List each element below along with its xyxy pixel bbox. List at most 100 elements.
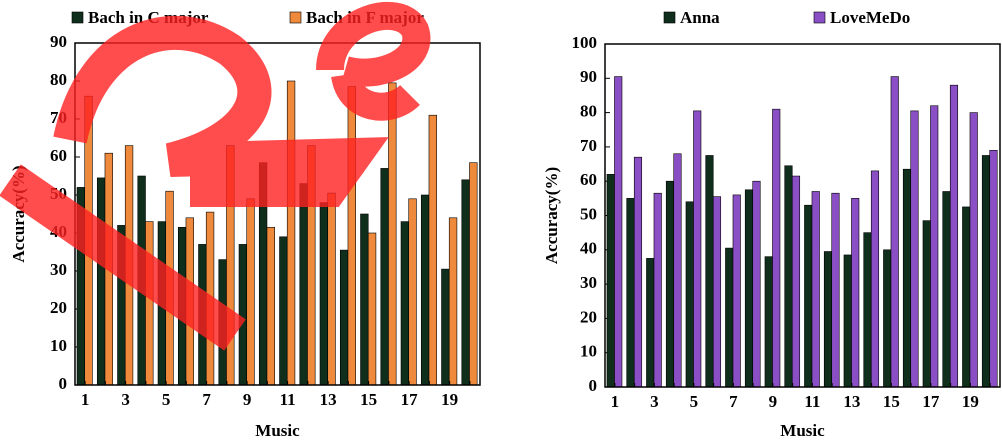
bar bbox=[812, 191, 820, 387]
chart: 0102030405060708090135791113151719MusicA… bbox=[0, 0, 1002, 442]
bar bbox=[178, 227, 186, 385]
bar bbox=[105, 153, 113, 385]
x-tick-label: 9 bbox=[769, 392, 778, 411]
bar bbox=[674, 154, 682, 387]
x-tick-label: 11 bbox=[280, 390, 296, 409]
y-tick-label: 80 bbox=[580, 102, 597, 121]
bar bbox=[239, 244, 247, 385]
bar bbox=[844, 255, 852, 387]
x-tick-label: 17 bbox=[922, 392, 940, 411]
x-tick-label: 1 bbox=[81, 390, 90, 409]
y-tick-label: 20 bbox=[50, 298, 67, 317]
bar bbox=[753, 181, 761, 387]
y-tick-label: 30 bbox=[50, 260, 67, 279]
x-tick-label: 19 bbox=[441, 390, 458, 409]
bar bbox=[186, 218, 194, 385]
x-axis-label: Music bbox=[255, 421, 300, 440]
bar bbox=[607, 174, 615, 387]
bar bbox=[206, 212, 214, 385]
plot-frame bbox=[605, 44, 1000, 387]
y-tick-label: 50 bbox=[50, 184, 67, 203]
bar bbox=[138, 176, 146, 385]
bar bbox=[970, 113, 978, 387]
bar bbox=[300, 184, 308, 385]
bar bbox=[851, 198, 859, 387]
legend-swatch bbox=[72, 12, 83, 23]
bar bbox=[883, 250, 891, 387]
bar bbox=[930, 106, 938, 387]
bar bbox=[226, 146, 234, 385]
bar bbox=[824, 252, 832, 387]
x-tick-label: 5 bbox=[162, 390, 171, 409]
x-tick-label: 15 bbox=[883, 392, 900, 411]
bar bbox=[982, 155, 990, 387]
bar bbox=[219, 260, 227, 385]
bar bbox=[287, 81, 295, 385]
x-tick-label: 9 bbox=[243, 390, 252, 409]
bar bbox=[614, 77, 622, 387]
x-tick-label: 3 bbox=[121, 390, 130, 409]
bar bbox=[864, 233, 872, 387]
bar bbox=[145, 222, 153, 385]
bar bbox=[348, 87, 356, 385]
y-tick-label: 60 bbox=[50, 146, 67, 165]
bar bbox=[409, 199, 417, 385]
x-tick-label: 11 bbox=[804, 392, 820, 411]
bar bbox=[891, 77, 899, 387]
y-tick-label: 90 bbox=[50, 32, 67, 51]
bar bbox=[307, 146, 315, 385]
bar bbox=[442, 269, 450, 385]
bar bbox=[765, 257, 773, 387]
bar bbox=[429, 115, 437, 385]
bar bbox=[388, 83, 396, 385]
bar bbox=[97, 178, 105, 385]
legend-label: Anna bbox=[680, 8, 720, 27]
bar bbox=[943, 191, 951, 387]
x-tick-label: 1 bbox=[611, 392, 620, 411]
bar bbox=[654, 193, 662, 387]
bar bbox=[85, 96, 93, 385]
bar bbox=[706, 155, 714, 387]
y-tick-label: 10 bbox=[50, 336, 67, 355]
bar bbox=[693, 111, 701, 387]
bar bbox=[401, 222, 409, 385]
bar bbox=[804, 205, 812, 387]
x-tick-label: 7 bbox=[729, 392, 738, 411]
legend-label: Bach in C major bbox=[88, 8, 209, 27]
bar bbox=[903, 169, 911, 387]
bar bbox=[634, 157, 642, 387]
legend-swatch bbox=[664, 12, 675, 23]
y-tick-label: 100 bbox=[572, 33, 598, 52]
y-tick-label: 90 bbox=[580, 67, 597, 86]
bar bbox=[166, 191, 174, 385]
bar bbox=[745, 190, 753, 387]
bar bbox=[421, 195, 429, 385]
bar bbox=[627, 198, 635, 387]
bar bbox=[469, 163, 477, 385]
bar bbox=[259, 163, 267, 385]
bar bbox=[792, 176, 800, 387]
y-tick-label: 70 bbox=[50, 108, 67, 127]
y-tick-label: 30 bbox=[580, 273, 597, 292]
y-tick-label: 60 bbox=[580, 170, 597, 189]
y-tick-label: 50 bbox=[580, 204, 597, 223]
bar bbox=[923, 221, 931, 387]
x-tick-label: 5 bbox=[690, 392, 699, 411]
bar bbox=[158, 222, 166, 385]
bar bbox=[646, 258, 654, 387]
bar bbox=[361, 214, 369, 385]
bar bbox=[320, 203, 328, 385]
x-tick-label: 17 bbox=[401, 390, 419, 409]
bar bbox=[199, 244, 207, 385]
bar bbox=[725, 248, 733, 387]
bar bbox=[77, 187, 85, 385]
legend-label: Bach in F major bbox=[306, 8, 424, 27]
bar bbox=[340, 250, 348, 385]
plot-frame bbox=[75, 43, 480, 385]
bar bbox=[666, 181, 674, 387]
bar bbox=[125, 146, 133, 385]
x-tick-label: 15 bbox=[360, 390, 377, 409]
bar bbox=[871, 171, 879, 387]
y-tick-label: 0 bbox=[589, 376, 598, 395]
y-axis-label: Accuracy(%) bbox=[542, 167, 561, 264]
